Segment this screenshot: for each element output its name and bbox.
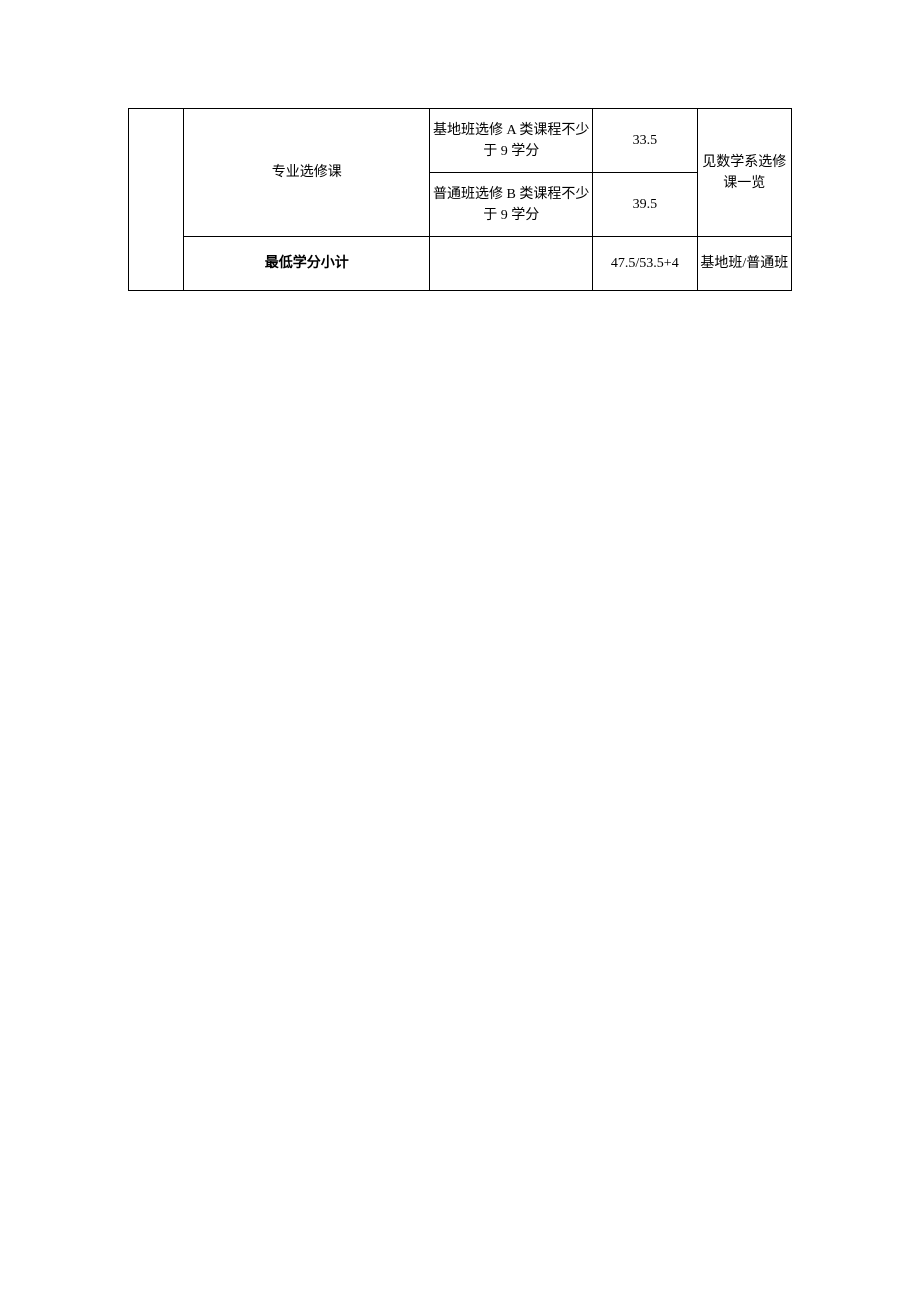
table-cell-subtotal-value: 47.5/53.5+4 [593,237,697,291]
table-cell-reference: 见数学系选修课一览 [697,109,791,237]
credits-table: 专业选修课 基地班选修 A 类课程不少于 9 学分 33.5 见数学系选修课一览… [128,108,792,291]
table-cell-empty-left [129,109,184,291]
table-cell-course-type: 专业选修课 [184,109,430,237]
table-cell-credits-a: 33.5 [593,109,697,173]
table-cell-credits-b: 39.5 [593,173,697,237]
table-cell-subtotal-empty [430,237,593,291]
table-cell-requirement-b: 普通班选修 B 类课程不少于 9 学分 [430,173,593,237]
table-cell-requirement-a: 基地班选修 A 类课程不少于 9 学分 [430,109,593,173]
table-cell-subtotal-label: 最低学分小计 [184,237,430,291]
table-cell-subtotal-note: 基地班/普通班 [697,237,791,291]
